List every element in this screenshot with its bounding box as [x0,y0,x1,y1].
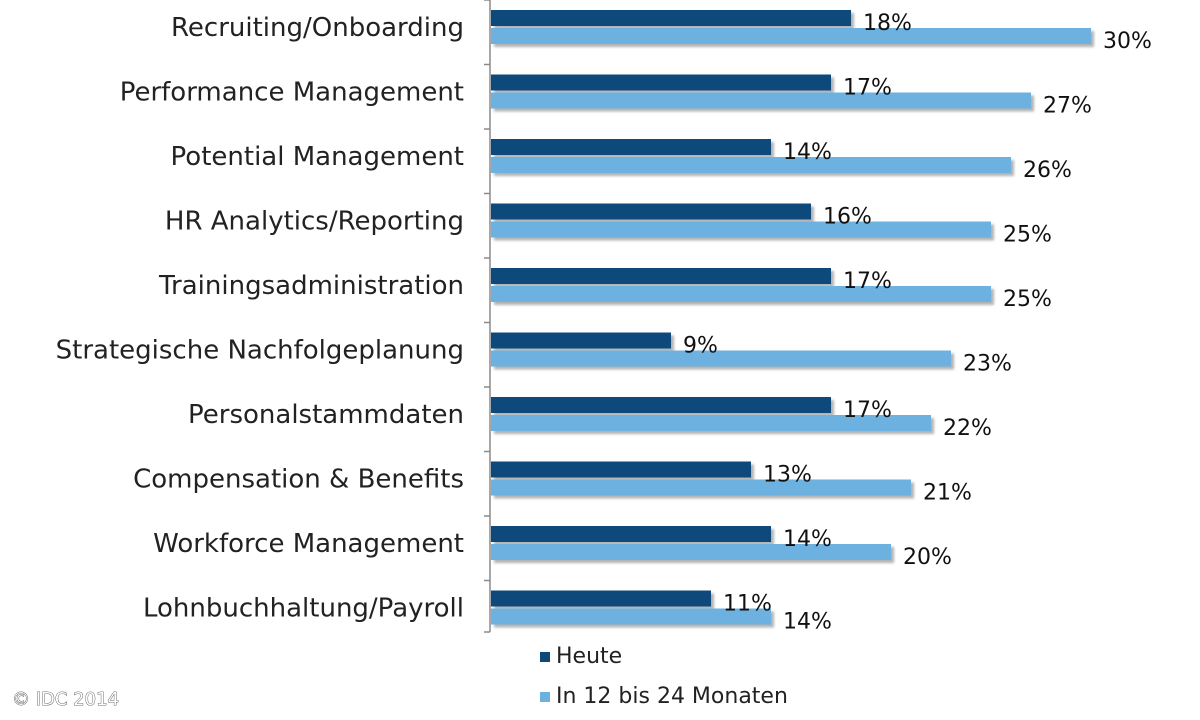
copyright-text: © IDC 2014 [12,689,119,710]
data-label: 14% [783,140,832,165]
bar-heute [491,397,831,413]
category-label: Strategische Nachfolgeplanung [56,336,464,366]
category-label: Workforce Management [153,529,464,559]
bar-in-12-bis-24-monaten [491,544,891,560]
data-label: 17% [843,269,892,294]
bar-heute [491,139,771,155]
category-label: Recruiting/Onboarding [171,13,464,43]
bar-in-12-bis-24-monaten [491,608,771,625]
legend-label: Heute [556,644,622,669]
bar-heute [491,74,831,91]
data-label: 17% [843,76,892,101]
data-label: 17% [843,398,892,423]
bar-heute [491,332,671,349]
data-label: 22% [943,416,992,441]
legend-swatch [540,692,550,702]
category-label: Potential Management [171,142,464,172]
data-label: 21% [923,481,972,506]
data-label: 9% [683,334,718,359]
bar-in-12-bis-24-monaten [491,157,1011,173]
legend-swatch [540,652,550,662]
category-label: Trainingsadministration [158,271,464,301]
category-label: Personalstammdaten [188,400,464,430]
category-label: HR Analytics/Reporting [165,207,464,237]
bar-in-12-bis-24-monaten [491,221,991,238]
data-label: 26% [1023,158,1072,183]
data-label: 25% [1003,287,1052,312]
data-label: 18% [863,11,912,36]
bar-heute [491,268,831,284]
data-label: 25% [1003,223,1052,248]
data-label: 20% [903,545,952,570]
data-label: 16% [823,205,872,230]
category-label: Compensation & Benefits [133,465,464,495]
data-label: 13% [763,463,812,488]
bar-in-12-bis-24-monaten [491,350,951,367]
data-label: 14% [783,527,832,552]
data-label: 30% [1103,29,1152,54]
data-label: 11% [723,592,772,617]
bar-heute [491,461,751,478]
legend-label: In 12 bis 24 Monaten [556,684,788,709]
data-label: 23% [963,352,1012,377]
bar-in-12-bis-24-monaten [491,28,1091,44]
bar-in-12-bis-24-monaten [491,415,931,431]
bar-heute [491,10,851,26]
category-label: Lohnbuchhaltung/Payroll [143,594,464,624]
bar-in-12-bis-24-monaten [491,92,1031,109]
bar-heute [491,203,811,220]
bar-in-12-bis-24-monaten [491,286,991,302]
bar-heute [491,590,711,607]
bar-in-12-bis-24-monaten [491,479,911,496]
data-label: 14% [783,610,832,635]
bar-heute [491,526,771,542]
category-label: Performance Management [120,78,464,108]
data-label: 27% [1043,94,1092,119]
